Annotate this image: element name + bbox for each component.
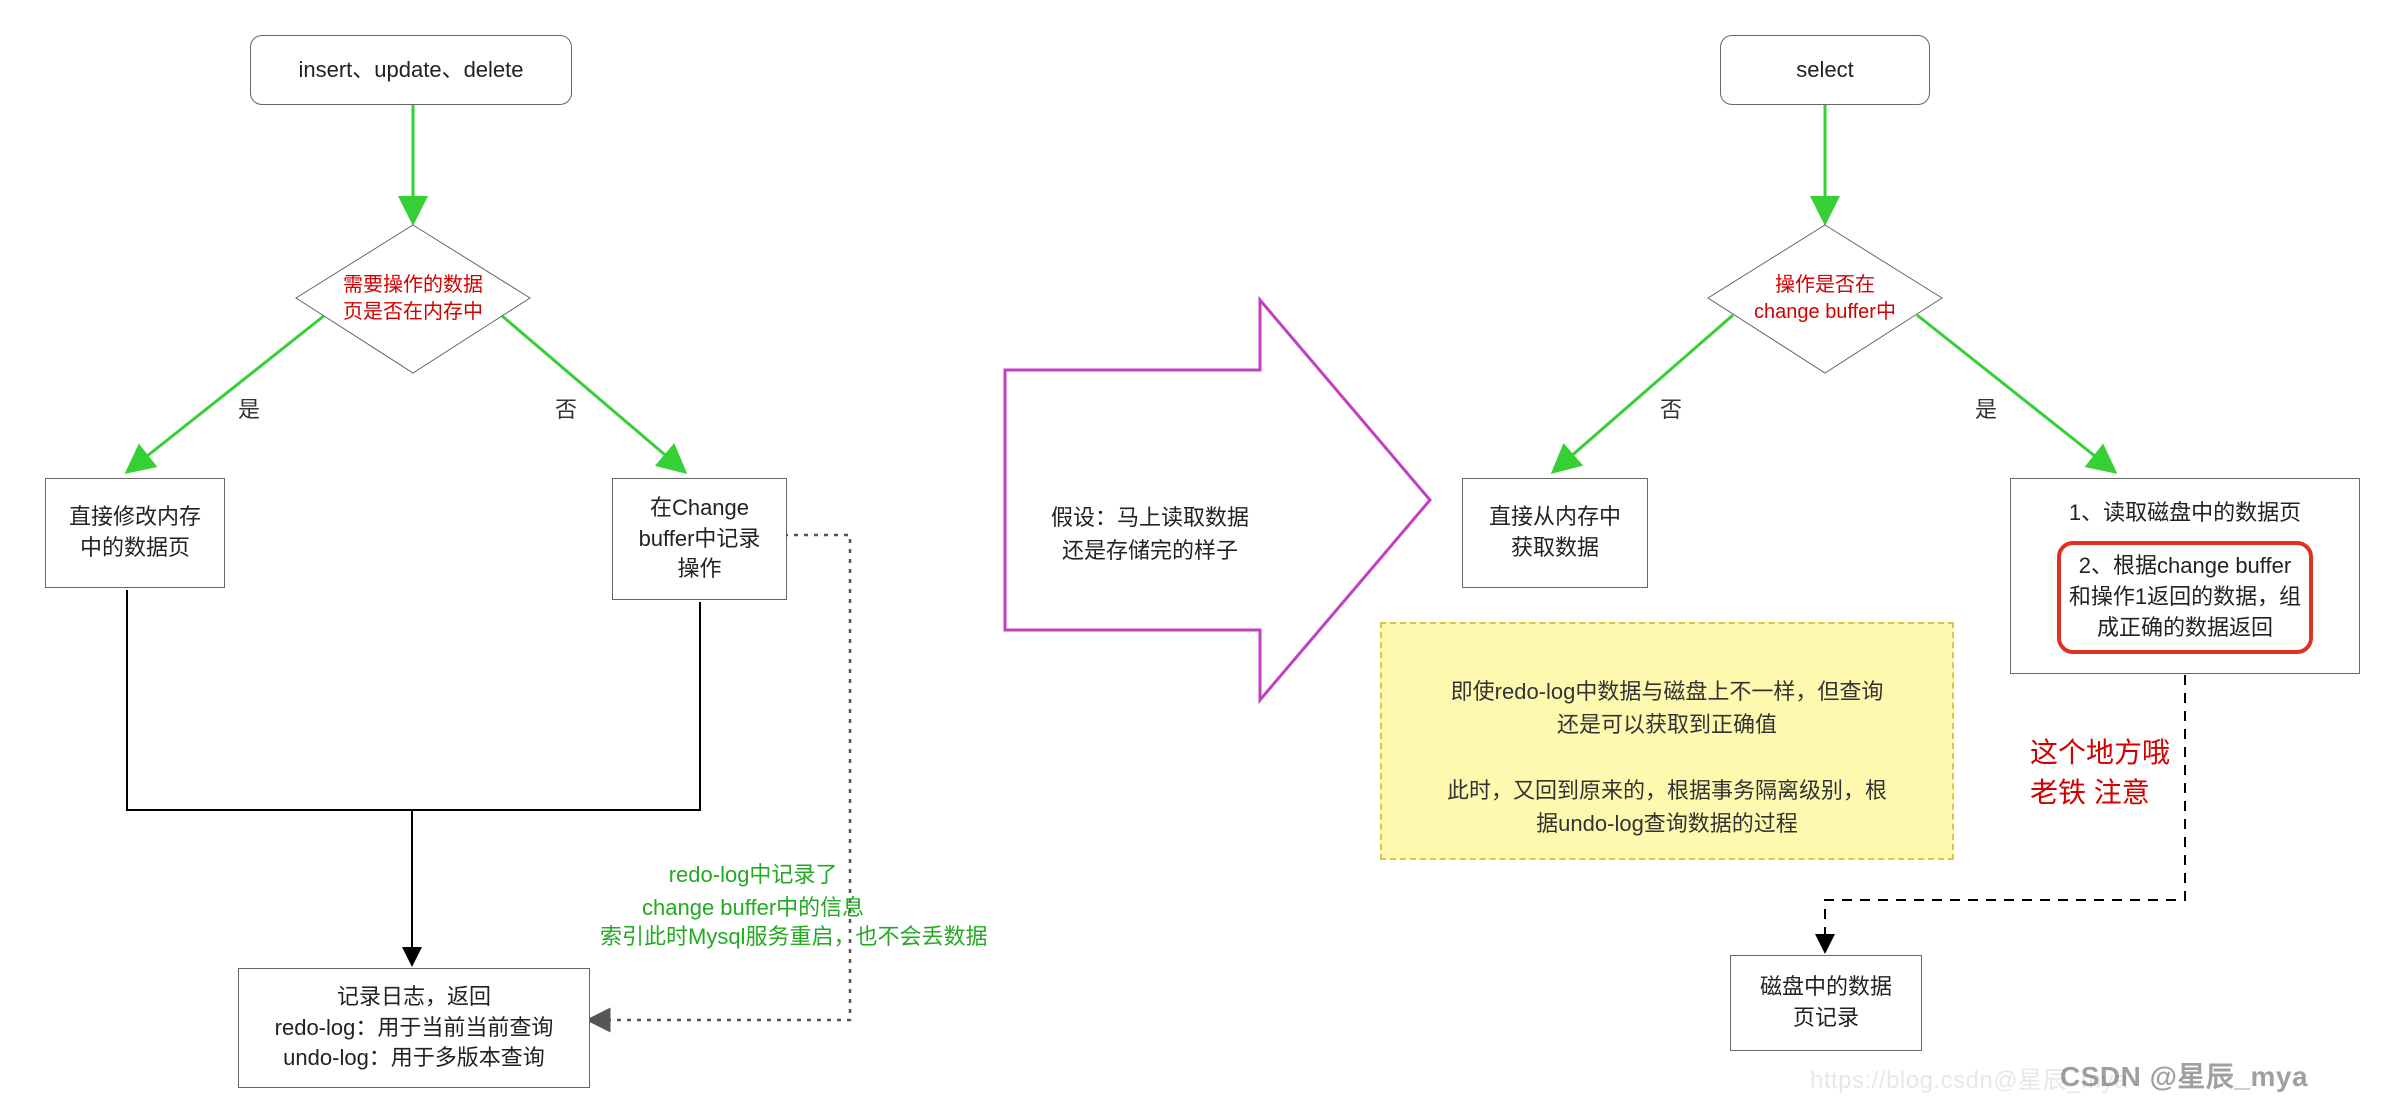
left-green-note-2-text: 索引此时Mysql服务重启，也不会丢数据	[600, 924, 987, 949]
right-edge-no: 否	[1660, 392, 1682, 424]
left-start-node: insert、update、delete	[250, 35, 572, 105]
right-disk-text: 磁盘中的数据 页记录	[1760, 972, 1892, 1034]
mid-arrow-text: 假设：马上读取数据 还是存储完的样子	[1035, 468, 1265, 567]
right-red-callout-text: 这个地方哦 老铁 注意	[2030, 737, 2170, 809]
right-red-callout: 这个地方哦 老铁 注意	[2030, 692, 2170, 814]
right-start-node: select	[1720, 35, 1930, 105]
right-yellow-note: 即使redo-log中数据与磁盘上不一样，但查询 还是可以获取到正确值 此时，又…	[1380, 622, 1954, 860]
left-edge-no: 否	[555, 392, 577, 424]
right-box-yes-highlight: 2、根据change buffer 和操作1返回的数据，组 成正确的数据返回	[2057, 541, 2313, 653]
left-green-note-1-text: redo-log中记录了 change buffer中的信息	[642, 862, 864, 920]
left-green-note-1: redo-log中记录了 change buffer中的信息	[642, 825, 864, 924]
left-box-yes-text: 直接修改内存 中的数据页	[69, 502, 201, 564]
left-decision: 需要操作的数据 页是否在内存中	[296, 225, 530, 373]
right-box-no: 直接从内存中 获取数据	[1462, 478, 1648, 588]
left-box-yes: 直接修改内存 中的数据页	[45, 478, 225, 588]
right-decision: 操作是否在 change buffer中	[1708, 225, 1942, 373]
left-green-note-2: 索引此时Mysql服务重启，也不会丢数据	[600, 920, 987, 953]
watermark: CSDN @星辰_mya	[2060, 1055, 2308, 1095]
right-box-yes: 1、读取磁盘中的数据页 2、根据change buffer 和操作1返回的数据，…	[2010, 478, 2360, 674]
right-decision-text: 操作是否在 change buffer中	[1725, 272, 1925, 326]
right-box-yes-line2: 2、根据change buffer 和操作1返回的数据，组 成正确的数据返回	[2069, 553, 2301, 640]
right-disk-box: 磁盘中的数据 页记录	[1730, 955, 1922, 1051]
left-box-no-text: 在Change buffer中记录 操作	[639, 493, 761, 585]
right-box-no-text: 直接从内存中 获取数据	[1489, 502, 1621, 564]
left-box-no: 在Change buffer中记录 操作	[612, 478, 787, 600]
right-yellow-note-text: 即使redo-log中数据与磁盘上不一样，但查询 还是可以获取到正确值 此时，又…	[1447, 679, 1887, 836]
right-box-yes-line1: 1、读取磁盘中的数据页	[2069, 498, 2301, 529]
left-log-box: 记录日志，返回 redo-log：用于当前当前查询 undo-log：用于多版本…	[238, 968, 590, 1088]
mid-arrow-text-span: 假设：马上读取数据 还是存储完的样子	[1051, 505, 1249, 563]
left-start-text: insert、update、delete	[298, 55, 523, 86]
left-decision-text: 需要操作的数据 页是否在内存中	[313, 272, 513, 326]
right-edge-yes: 是	[1975, 392, 1997, 424]
left-log-text: 记录日志，返回 redo-log：用于当前当前查询 undo-log：用于多版本…	[275, 982, 554, 1074]
right-start-text: select	[1796, 55, 1853, 86]
left-edge-yes: 是	[238, 392, 260, 424]
